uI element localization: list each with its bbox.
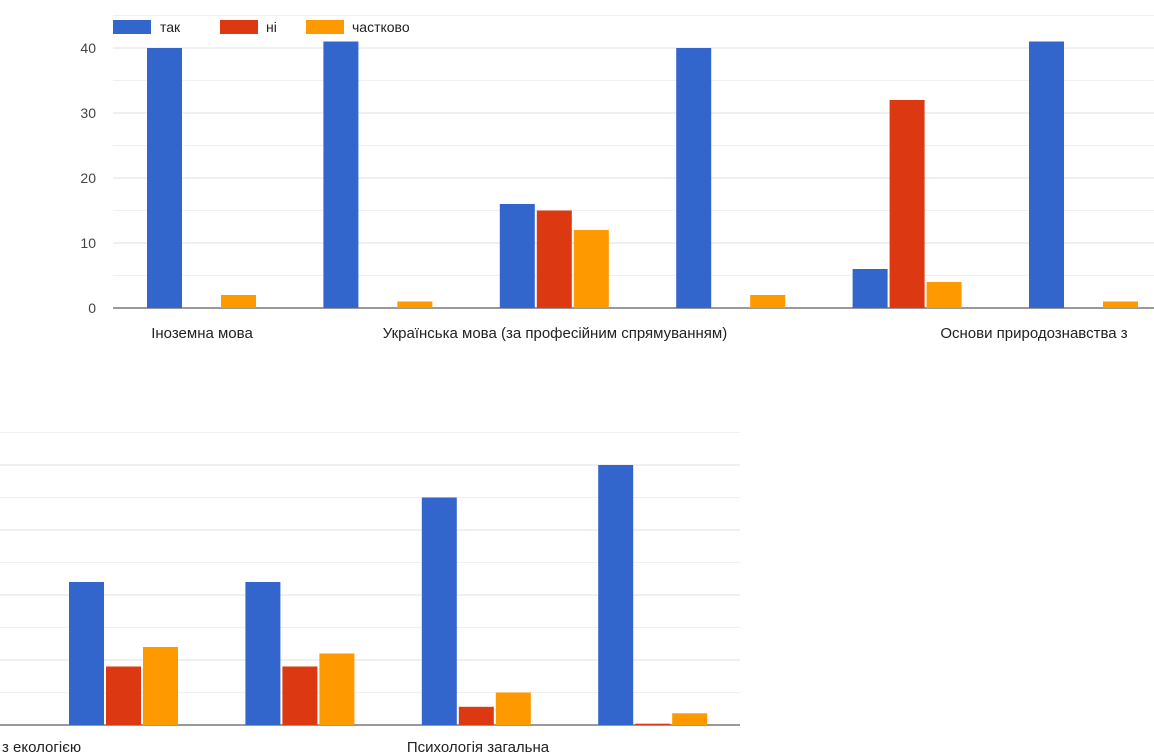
bar-chastkovo xyxy=(496,693,531,726)
bar-ni xyxy=(635,724,670,725)
bar-ni xyxy=(282,667,317,726)
bottom-chart-x-labels: з екологією Психологія загальна xyxy=(2,739,550,756)
bar-tak xyxy=(69,582,104,725)
bar-ni xyxy=(459,707,494,725)
bar-chastkovo xyxy=(143,647,178,725)
x-category-label: Психологія загальна xyxy=(407,739,550,756)
bar-tak xyxy=(422,498,457,726)
x-category-label: з екологією xyxy=(2,739,81,756)
bar-chastkovo xyxy=(319,654,354,726)
bar-tak xyxy=(245,582,280,725)
bar-chastkovo xyxy=(672,713,707,725)
bar-tak xyxy=(598,465,633,725)
bar-ni xyxy=(106,667,141,726)
